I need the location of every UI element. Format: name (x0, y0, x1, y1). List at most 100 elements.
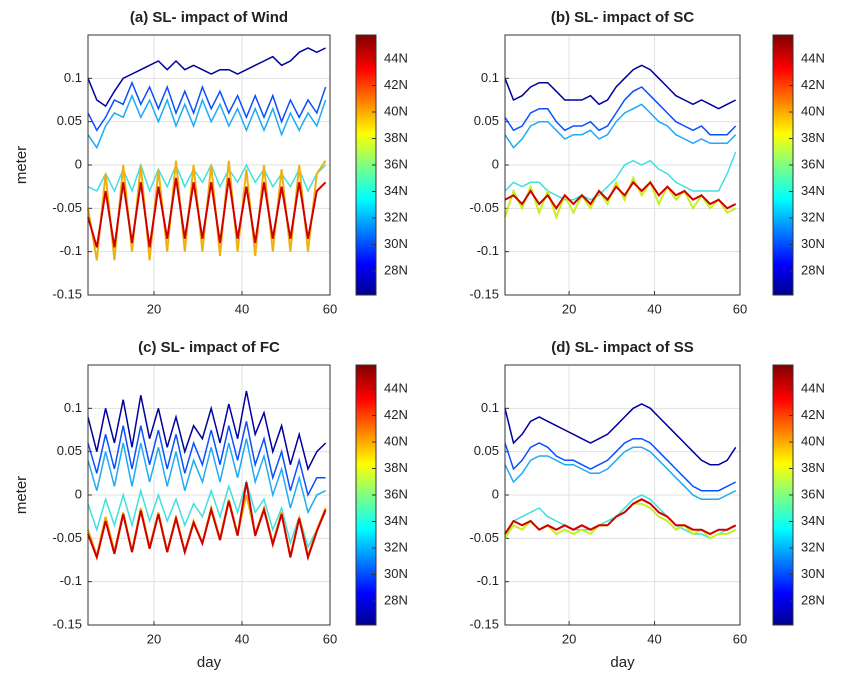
colorbar-tick-label: 44N (384, 380, 408, 395)
colorbar-tick-label: 40N (801, 103, 825, 118)
colorbar-tick-label: 34N (801, 513, 825, 528)
colorbar-tick-label: 30N (801, 236, 825, 251)
colorbar-tick-label: 36N (384, 156, 408, 171)
colorbar-tick-label: 28N (801, 592, 825, 607)
colorbar-tick-label: 28N (384, 592, 408, 607)
x-tick-label: 20 (562, 631, 576, 646)
colorbar-tick-label: 42N (384, 407, 408, 422)
y-tick-label: 0.1 (64, 400, 82, 415)
y-tick-label: -0.05 (52, 530, 82, 545)
x-axis-label: day (197, 654, 222, 671)
series-line (87, 80, 327, 132)
colorbar-tick-label: 30N (384, 236, 408, 251)
colorbar-tick-label: 36N (384, 486, 408, 501)
series-line (504, 403, 737, 466)
series-line (87, 479, 327, 550)
series-line (87, 421, 326, 498)
series-line (504, 437, 737, 492)
y-tick-label: -0.15 (469, 616, 499, 631)
axes-box (504, 364, 741, 626)
series-line (87, 47, 326, 108)
colorbar-tick-label: 40N (801, 433, 825, 448)
axes-box (87, 364, 331, 626)
series-line (504, 180, 737, 211)
colorbar-tick-label: 36N (801, 156, 825, 171)
series-line (87, 177, 327, 248)
colorbar-tick-label: 40N (384, 433, 408, 448)
y-tick-label: -0.1 (60, 573, 82, 588)
colorbar-tick-label: 32N (384, 539, 408, 554)
x-tick-label: 20 (562, 301, 576, 316)
x-tick-label: 40 (647, 631, 661, 646)
axes-box (87, 34, 331, 296)
colorbar-tick-label: 44N (801, 380, 825, 395)
colorbar-tick-label: 38N (801, 460, 825, 475)
y-tick-label: -0.1 (477, 573, 499, 588)
x-tick-label: 40 (647, 301, 661, 316)
y-tick-label: 0 (75, 486, 82, 501)
colorbar-tick-label: 38N (384, 460, 408, 475)
y-tick-label: 0.1 (481, 400, 499, 415)
colorbar-tick-label: 40N (384, 103, 408, 118)
x-tick-label: 40 (235, 301, 249, 316)
series-line (87, 438, 326, 515)
y-axis-label: meter (13, 146, 30, 184)
colorbar-tick-label: 30N (384, 566, 408, 581)
colorbar-tick-label: 34N (384, 183, 408, 198)
series-line (87, 390, 327, 472)
colorbar-tick-label: 44N (384, 50, 408, 65)
chart-title: (b) SL- impact of SC (551, 9, 694, 26)
y-tick-label: -0.15 (52, 286, 82, 301)
y-tick-label: -0.1 (60, 243, 82, 258)
y-tick-label: 0 (75, 156, 82, 171)
series-line (504, 86, 737, 136)
colorbar-tick-label: 32N (384, 209, 408, 224)
x-tick-label: 20 (147, 631, 161, 646)
y-tick-label: 0 (492, 486, 499, 501)
colorbar-tick-label: 38N (801, 130, 825, 145)
x-tick-label: 60 (323, 301, 337, 316)
y-tick-label: -0.15 (469, 286, 499, 301)
y-tick-label: -0.05 (52, 200, 82, 215)
series-line (504, 64, 737, 110)
colorbar-tick-label: 38N (384, 130, 408, 145)
chart-title: (d) SL- impact of SS (551, 339, 694, 356)
y-tick-label: -0.05 (469, 530, 499, 545)
y-tick-label: 0.1 (64, 70, 82, 85)
colorbar-tick-label: 32N (801, 539, 825, 554)
x-tick-label: 40 (235, 631, 249, 646)
colorbar-tick-label: 42N (801, 407, 825, 422)
y-tick-label: 0.1 (481, 70, 499, 85)
chart-title: (a) SL- impact of Wind (130, 9, 288, 26)
y-tick-label: 0.05 (57, 443, 82, 458)
y-tick-label: 0 (492, 156, 499, 171)
colorbar-tick-label: 42N (801, 77, 825, 92)
x-tick-label: 20 (147, 301, 161, 316)
y-tick-label: 0.05 (474, 113, 499, 128)
y-axis-label: meter (13, 476, 30, 514)
x-axis-label: day (610, 654, 635, 671)
series-line (87, 481, 327, 562)
series-line (87, 162, 327, 194)
series-line (504, 498, 737, 536)
x-tick-label: 60 (323, 631, 337, 646)
colorbar-tick-label: 30N (801, 566, 825, 581)
colorbar-tick-label: 32N (801, 209, 825, 224)
series-line (504, 103, 737, 149)
y-tick-label: 0.05 (474, 443, 499, 458)
y-tick-label: 0.05 (57, 113, 82, 128)
x-tick-label: 60 (733, 631, 747, 646)
colorbar-tick-label: 36N (801, 486, 825, 501)
colorbar-tick-label: 34N (801, 183, 825, 198)
colorbar-tick-label: 28N (801, 262, 825, 277)
chart-title: (c) SL- impact of FC (138, 339, 280, 356)
colorbar-tick-label: 44N (801, 50, 825, 65)
series-line (504, 151, 737, 201)
y-tick-label: -0.05 (469, 200, 499, 215)
series-line (504, 446, 737, 501)
series-line (87, 93, 327, 150)
y-tick-label: -0.1 (477, 243, 499, 258)
y-tick-label: -0.15 (52, 616, 82, 631)
colorbar-tick-label: 42N (384, 77, 408, 92)
